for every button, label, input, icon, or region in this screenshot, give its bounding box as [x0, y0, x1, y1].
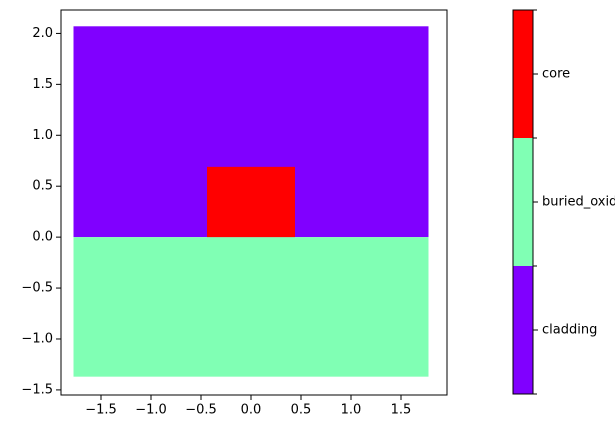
region — [73, 237, 429, 377]
x-tick-label: −0.5 — [185, 403, 217, 418]
y-tick-label: 0.5 — [32, 179, 53, 194]
y-tick-label: 1.5 — [32, 77, 53, 92]
colorbar-label: core — [542, 67, 570, 82]
colorbar-segment — [513, 138, 533, 266]
y-tick-label: −1.0 — [21, 331, 53, 346]
axes-frame — [60, 9, 448, 396]
y-tick-label: 1.0 — [32, 128, 53, 143]
colorbar-segment — [513, 266, 533, 394]
y-tick-label: −1.5 — [21, 382, 53, 397]
y-tick-label: 0.0 — [32, 230, 53, 245]
colorbar-segment — [513, 10, 533, 138]
x-tick-label: 0.0 — [241, 403, 262, 418]
x-tick-label: 1.0 — [341, 403, 362, 418]
x-tick-label: −1.0 — [135, 403, 167, 418]
x-tick-label: −1.5 — [85, 403, 117, 418]
y-tick-label: −0.5 — [21, 281, 53, 296]
colorbar-label: cladding — [542, 323, 597, 338]
colorbar-label: buried_oxide — [542, 195, 615, 210]
y-tick-label: 2.0 — [32, 26, 53, 41]
x-tick-label: 0.5 — [291, 403, 312, 418]
colorbar-frame — [512, 9, 534, 395]
x-tick-label: 1.5 — [391, 403, 412, 418]
region — [207, 166, 295, 238]
